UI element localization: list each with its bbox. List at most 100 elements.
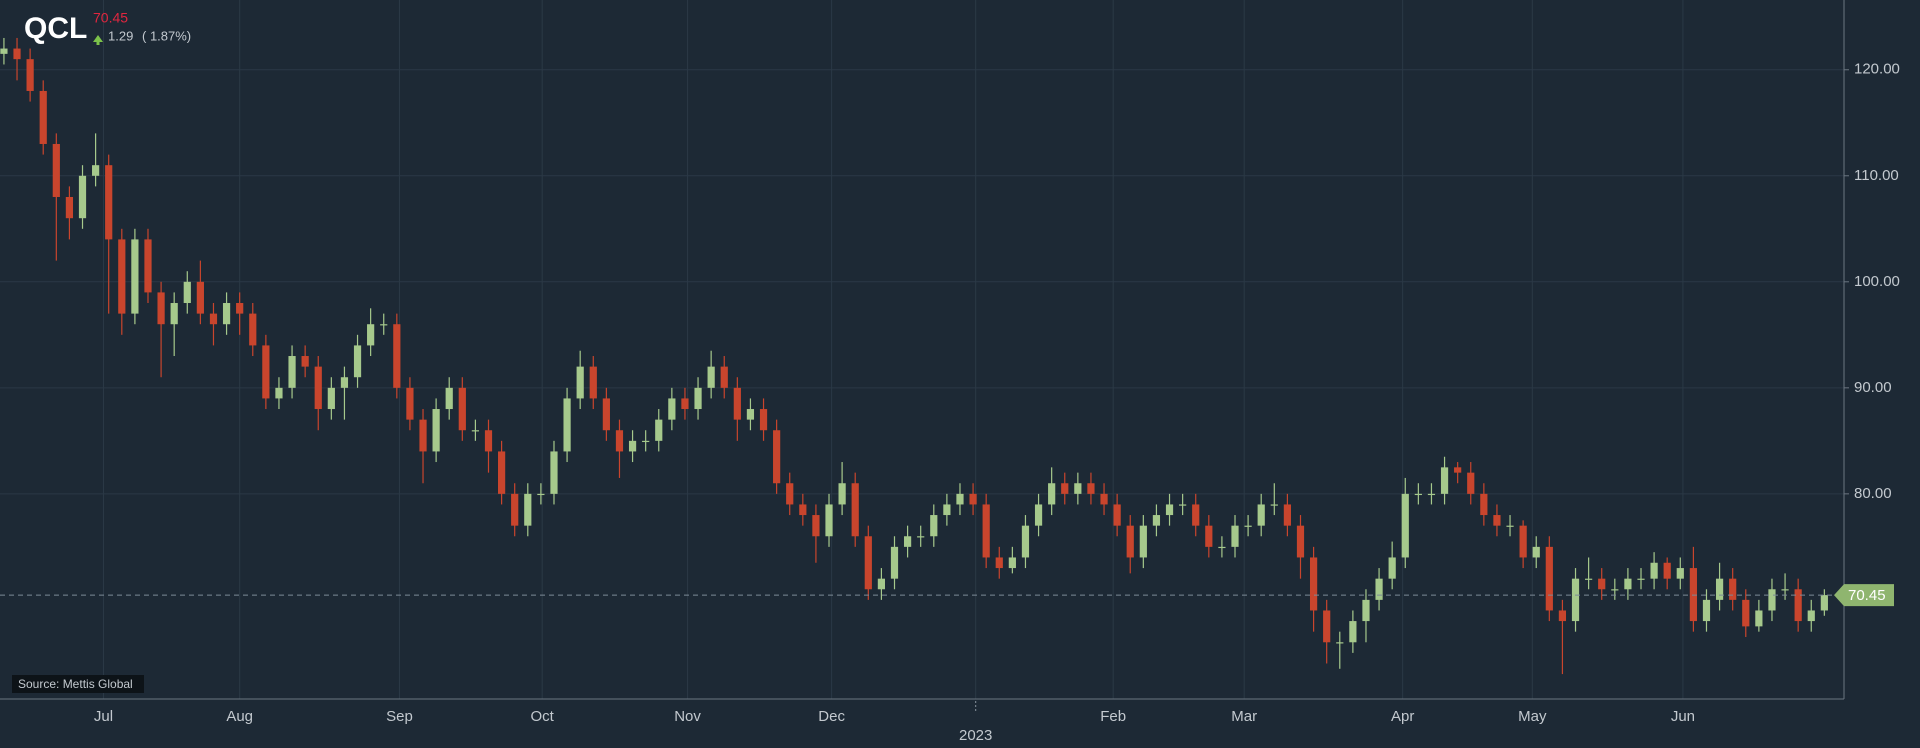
last-price-label: 70.45 bbox=[1848, 587, 1886, 604]
candle-body bbox=[92, 165, 100, 176]
candle-body bbox=[642, 440, 650, 443]
candle-body bbox=[131, 239, 139, 314]
candle-body bbox=[484, 430, 493, 452]
x-tick-label: Apr bbox=[1391, 708, 1414, 725]
candle-body bbox=[1637, 578, 1645, 580]
candle-body bbox=[1349, 621, 1357, 643]
x-tick-label: Mar bbox=[1231, 708, 1257, 725]
candle-body bbox=[432, 409, 440, 452]
candle-body bbox=[236, 303, 244, 314]
change: 1.29 bbox=[108, 28, 133, 43]
x-tick-label: Feb bbox=[1100, 708, 1126, 725]
candle-body bbox=[1729, 578, 1737, 600]
candle-body bbox=[1571, 578, 1580, 622]
candle-body bbox=[838, 483, 846, 505]
candle-body bbox=[1296, 525, 1305, 558]
candle-body bbox=[1231, 525, 1239, 547]
candle-body bbox=[1034, 504, 1043, 526]
candle-body bbox=[353, 345, 362, 378]
candle-body bbox=[1611, 589, 1619, 591]
candle-body bbox=[406, 387, 414, 420]
candle-body bbox=[733, 387, 741, 420]
candle-body bbox=[851, 483, 859, 537]
candle-body bbox=[393, 324, 401, 388]
candle-body bbox=[550, 451, 558, 494]
candle-body bbox=[0, 48, 8, 54]
candle-body bbox=[1440, 467, 1449, 494]
candle-body bbox=[681, 398, 689, 410]
candle-body bbox=[1087, 483, 1095, 494]
candle-body bbox=[812, 515, 820, 537]
up-arrow-stem bbox=[96, 41, 100, 45]
candle-body bbox=[1401, 493, 1409, 558]
candle-body bbox=[720, 366, 728, 388]
candle-body bbox=[1742, 599, 1750, 627]
candle-body bbox=[1545, 546, 1553, 611]
source-box bbox=[12, 675, 144, 693]
candle-body bbox=[52, 143, 60, 197]
candle-body bbox=[1309, 557, 1318, 611]
candle-body bbox=[1663, 562, 1671, 579]
candle-body bbox=[249, 313, 257, 346]
candle-body bbox=[78, 175, 87, 219]
candle-body bbox=[1768, 589, 1776, 611]
candle-body bbox=[445, 387, 453, 410]
candle-body bbox=[1650, 562, 1658, 579]
candle-body bbox=[367, 324, 375, 346]
candle-body bbox=[707, 366, 715, 388]
candle-body bbox=[1532, 546, 1540, 558]
x-tick-label: Dec bbox=[818, 708, 845, 725]
candle-body bbox=[340, 377, 349, 388]
candle-body bbox=[511, 493, 519, 526]
candle-body bbox=[1061, 483, 1069, 494]
candle-body bbox=[1598, 578, 1606, 590]
candle-body bbox=[1375, 578, 1383, 600]
y-tick-label: 100.00 bbox=[1854, 273, 1900, 290]
candle-body bbox=[1074, 483, 1082, 494]
candle-body bbox=[956, 493, 964, 505]
candle-body bbox=[1048, 483, 1056, 505]
candle-body bbox=[969, 493, 977, 505]
candle-body bbox=[1585, 578, 1593, 580]
candle-body bbox=[1781, 589, 1789, 591]
y-tick-label: 90.00 bbox=[1854, 379, 1892, 396]
candle-body bbox=[1755, 610, 1763, 627]
candle-body bbox=[864, 536, 872, 590]
candle-body bbox=[890, 546, 899, 579]
candle-body bbox=[1427, 493, 1436, 496]
candle-body bbox=[275, 387, 283, 399]
candle-body bbox=[943, 504, 951, 516]
candle-body bbox=[314, 366, 322, 410]
y-tick-label: 110.00 bbox=[1854, 167, 1899, 184]
candle-body bbox=[1558, 610, 1567, 622]
candle-body bbox=[301, 356, 309, 367]
candle-body bbox=[1519, 525, 1527, 558]
source: Source: Mettis Global bbox=[18, 677, 133, 691]
candle-body bbox=[419, 419, 427, 452]
candle-body bbox=[655, 419, 663, 441]
candle-body bbox=[1165, 504, 1174, 516]
x-tick-label: May bbox=[1518, 708, 1547, 725]
candle-body bbox=[930, 515, 938, 537]
candle-body bbox=[537, 493, 545, 496]
candles bbox=[0, 37, 1844, 675]
candle-body bbox=[471, 430, 480, 432]
candle-body bbox=[773, 430, 781, 484]
candle-body bbox=[694, 387, 702, 410]
candle-body bbox=[1270, 504, 1278, 506]
last-price-tag bbox=[1834, 584, 1894, 607]
candle-body bbox=[222, 303, 231, 325]
candle-body bbox=[458, 387, 466, 431]
candle-body bbox=[380, 324, 388, 326]
candle-body bbox=[877, 578, 886, 590]
candle-body bbox=[1624, 578, 1632, 590]
candle-body bbox=[1715, 578, 1724, 600]
grid bbox=[0, 0, 1844, 699]
candle-body bbox=[1192, 504, 1200, 526]
candle-body bbox=[982, 504, 990, 558]
candle-body bbox=[1414, 493, 1422, 496]
candle-body bbox=[1323, 610, 1331, 643]
candle-body bbox=[13, 48, 21, 60]
